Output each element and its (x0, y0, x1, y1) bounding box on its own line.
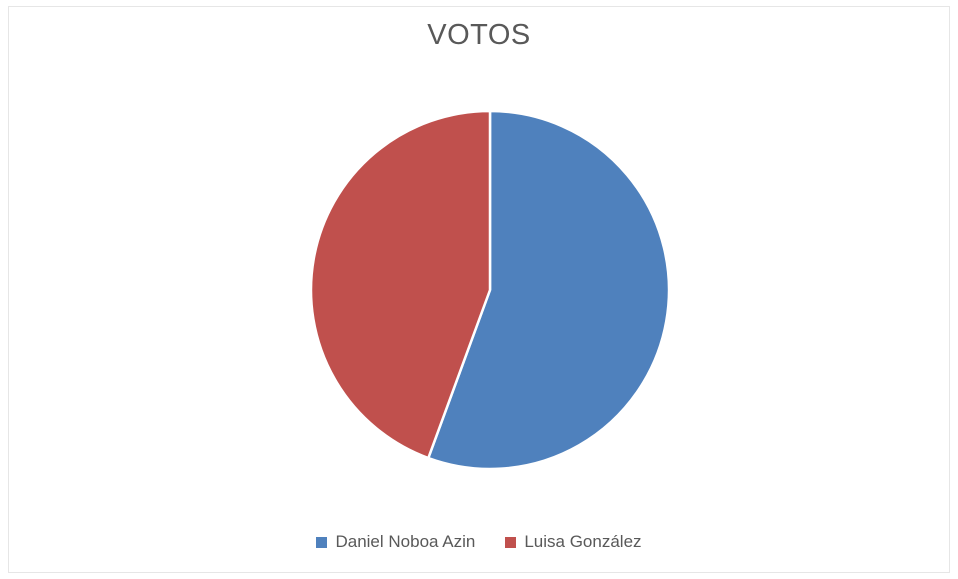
chart-legend: Daniel Noboa Azin Luisa González (0, 532, 958, 552)
legend-swatch-daniel-noboa-azin (316, 536, 328, 548)
legend-label-daniel-noboa-azin: Daniel Noboa Azin (335, 532, 476, 551)
legend-item-luisa-gonzalez: Luisa González (505, 532, 642, 552)
legend-item-daniel-noboa-azin: Daniel Noboa Azin (316, 532, 475, 552)
pie-slice-daniel-noboa-azin (427, 109, 671, 471)
legend-label-luisa-gonzalez: Luisa González (524, 532, 642, 551)
chart-title: VOTOS (427, 19, 531, 51)
legend-swatch-luisa-gonzalez (505, 536, 517, 548)
pie-slice-luisa-gonzalez (309, 109, 492, 460)
